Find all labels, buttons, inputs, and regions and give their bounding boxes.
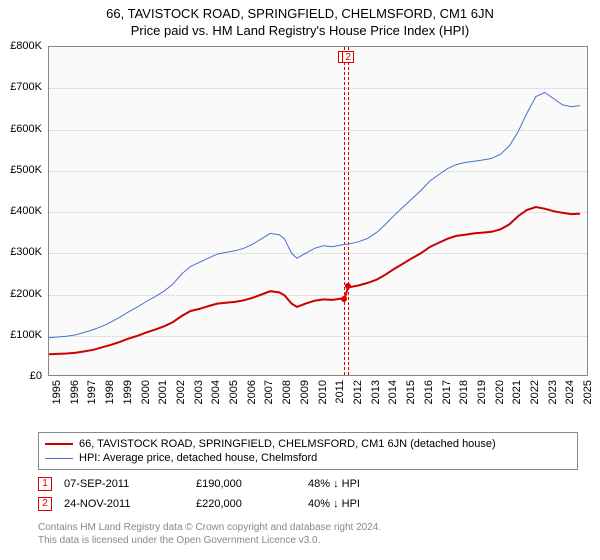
y-tick-label: £700K [0,81,42,93]
sale-row: 2 24-NOV-2011 £220,000 40% ↓ HPI [38,494,578,514]
y-tick-label: £200K [0,288,42,300]
y-tick-label: £400K [0,205,42,217]
footer-line: This data is licensed under the Open Gov… [38,535,578,548]
legend-item: HPI: Average price, detached house, Chel… [45,451,571,465]
legend-swatch [45,458,73,459]
series-property [49,207,580,354]
y-tick-label: £600K [0,123,42,135]
sale-index-badge: 2 [38,497,52,511]
sale-date: 07-SEP-2011 [64,478,184,490]
legend-swatch [45,443,73,445]
y-tick-label: £0 [0,370,42,382]
y-tick-label: £500K [0,164,42,176]
legend-item: 66, TAVISTOCK ROAD, SPRINGFIELD, CHELMSF… [45,437,571,451]
y-tick-label: £800K [0,40,42,52]
legend-box: 66, TAVISTOCK ROAD, SPRINGFIELD, CHELMSF… [38,432,578,470]
y-tick-label: £300K [0,246,42,258]
sale-hpi-diff: 48% ↓ HPI [308,478,428,490]
sale-price: £220,000 [196,498,296,510]
sale-marker-dot [345,283,351,289]
line-series [49,47,589,377]
sale-index-badge: 1 [38,477,52,491]
sale-marker-dot [341,296,347,302]
sale-hpi-diff: 40% ↓ HPI [308,498,428,510]
footer-line: Contains HM Land Registry data © Crown c… [38,522,578,535]
legend-label: 66, TAVISTOCK ROAD, SPRINGFIELD, CHELMSF… [79,438,496,450]
chart-area: 12 £0£100K£200K£300K£400K£500K£600K£700K… [48,46,588,398]
x-tick-label: 2025 [582,380,600,404]
chart-title: 66, TAVISTOCK ROAD, SPRINGFIELD, CHELMSF… [0,0,600,21]
y-tick-label: £100K [0,329,42,341]
sale-row: 1 07-SEP-2011 £190,000 48% ↓ HPI [38,474,578,494]
sales-table: 1 07-SEP-2011 £190,000 48% ↓ HPI 2 24-NOV-201… [38,474,578,514]
footer-attribution: Contains HM Land Registry data © Crown c… [38,522,578,547]
plot-region: 12 [48,46,588,376]
chart-container: 66, TAVISTOCK ROAD, SPRINGFIELD, CHELMSF… [0,0,600,560]
legend-label: HPI: Average price, detached house, Chel… [79,452,317,464]
sale-price: £190,000 [196,478,296,490]
sale-date: 24-NOV-2011 [64,498,184,510]
chart-subtitle: Price paid vs. HM Land Registry's House … [0,21,600,38]
